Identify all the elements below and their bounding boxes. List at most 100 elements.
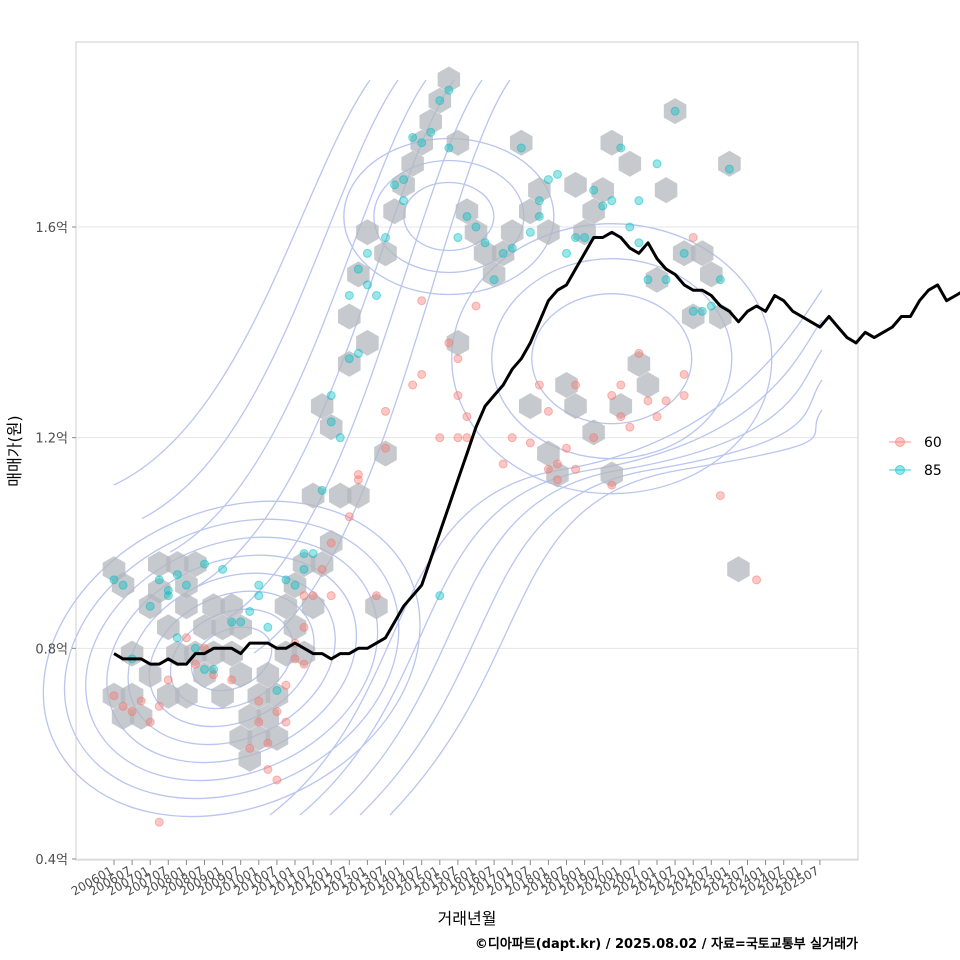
- hex-bin: [247, 682, 271, 709]
- hex-bin: [428, 87, 452, 114]
- hex-bin: [582, 419, 605, 446]
- point-85: [607, 196, 617, 206]
- point-85: [299, 564, 309, 574]
- contour-line: [113, 79, 371, 486]
- point-60: [552, 459, 562, 469]
- hex-bin: [329, 482, 352, 509]
- contour-line: [389, 409, 823, 816]
- point-85: [462, 211, 472, 221]
- point-85: [399, 196, 409, 206]
- point-85: [643, 275, 653, 285]
- point-60: [752, 575, 762, 585]
- hex-bin: [455, 198, 479, 225]
- point-85: [326, 417, 336, 427]
- legend: 60 85: [889, 435, 942, 479]
- point-85: [272, 685, 282, 695]
- point-85: [426, 127, 436, 137]
- point-85: [390, 180, 400, 190]
- hex-bin: [202, 593, 225, 620]
- point-85: [172, 633, 182, 643]
- point-85: [417, 138, 427, 148]
- point-85: [697, 306, 707, 316]
- point-85: [498, 248, 508, 258]
- point-85: [688, 306, 698, 316]
- point-85: [634, 196, 644, 206]
- point-60: [571, 380, 581, 390]
- point-60: [616, 412, 626, 422]
- hex-bin: [292, 551, 316, 578]
- y-axis-title: 매매가(원): [5, 415, 24, 486]
- contour-line: [329, 349, 823, 816]
- point-60: [308, 591, 318, 601]
- point-60: [163, 675, 173, 685]
- point-60: [571, 464, 581, 474]
- y-tick-label: 1.2억: [35, 432, 68, 447]
- point-85: [281, 575, 291, 585]
- point-60: [181, 633, 191, 643]
- hex-bin: [274, 593, 298, 620]
- hex-bin: [211, 682, 234, 709]
- point-60: [543, 464, 553, 474]
- point-85: [200, 559, 209, 569]
- point-85: [381, 233, 390, 243]
- legend-label-85: 85: [924, 463, 942, 479]
- point-85: [181, 580, 191, 590]
- hex-bin: [618, 150, 642, 177]
- point-85: [227, 617, 237, 627]
- point-60: [272, 707, 282, 717]
- point-60: [136, 696, 146, 706]
- legend-label-60: 60: [924, 435, 942, 451]
- hex-bin: [482, 261, 506, 288]
- contour-line: [141, 79, 399, 520]
- point-60: [679, 391, 689, 401]
- hex-bin: [654, 177, 678, 204]
- point-60: [589, 433, 599, 443]
- hex-bin: [193, 614, 216, 641]
- point-85: [317, 485, 327, 495]
- hex-bin: [564, 393, 587, 420]
- point-85: [534, 196, 544, 206]
- point-60: [154, 817, 164, 827]
- point-85: [634, 238, 644, 248]
- hex-bin: [356, 219, 379, 246]
- point-60: [625, 422, 635, 432]
- hex-bin: [265, 682, 289, 709]
- x-axis-ticks: 2006012006072007012007072008012008072009…: [69, 860, 821, 899]
- hex-bin: [591, 177, 614, 204]
- point-60: [190, 659, 200, 669]
- hex-bin: [500, 219, 524, 246]
- hex-bin: [383, 198, 406, 225]
- point-60: [263, 738, 273, 748]
- point-85: [670, 106, 680, 116]
- point-60: [127, 707, 137, 717]
- point-85: [335, 433, 345, 443]
- point-60: [471, 301, 481, 311]
- point-85: [444, 143, 454, 153]
- point-85: [616, 143, 626, 153]
- hex-bin: [437, 66, 461, 93]
- point-60: [453, 433, 463, 443]
- point-85: [263, 622, 273, 632]
- point-85: [543, 175, 553, 185]
- hex-bin: [184, 551, 207, 578]
- point-85: [109, 575, 119, 585]
- hex-bin: [256, 661, 280, 688]
- point-60: [381, 406, 390, 416]
- hex-bin: [374, 440, 397, 467]
- contour-ring: [42, 500, 421, 818]
- point-60: [417, 296, 427, 306]
- y-tick-label: 0.4억: [35, 853, 68, 868]
- point-60: [444, 338, 454, 348]
- point-60: [543, 406, 553, 416]
- point-85: [308, 549, 318, 559]
- hex-bin: [627, 350, 651, 377]
- hex-bin: [356, 329, 379, 356]
- point-60: [462, 433, 472, 443]
- point-60: [371, 591, 381, 601]
- point-60: [715, 491, 725, 501]
- y-tick-label: 1.6억: [35, 221, 68, 236]
- point-60: [408, 380, 418, 390]
- hex-bin: [175, 593, 198, 620]
- point-85: [353, 264, 363, 274]
- hex-bin: [609, 393, 633, 420]
